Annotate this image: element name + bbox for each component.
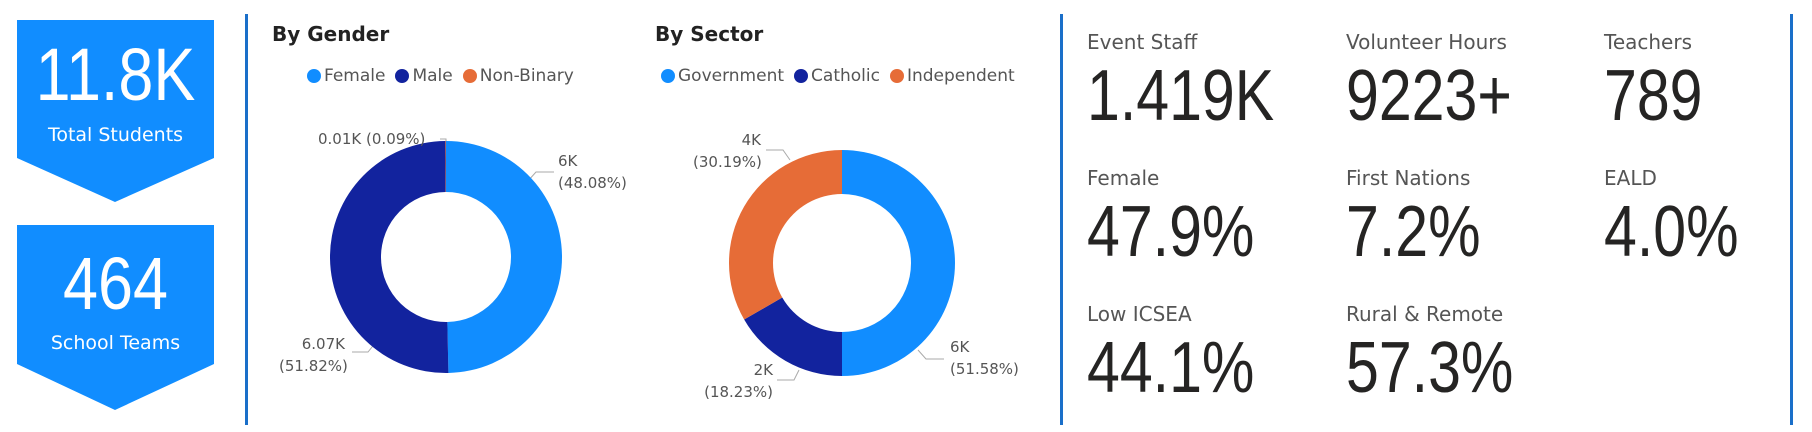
data-label-male: 6.07K (51.82%) [279,335,348,375]
kpi-value: 7.2% [1346,192,1481,272]
kpi-value: 47.9% [1087,192,1255,272]
sector-chart-title: By Sector [655,22,764,46]
leader-line [917,349,944,360]
legend-label: Government [678,66,785,86]
kpi-label: Low ICSEA [1087,302,1192,326]
legend-item-male[interactable]: Male [395,66,453,86]
donut-slice-catholic[interactable] [744,297,842,377]
kpi-low-icsea: Low ICSEA 44.1% [1087,302,1291,404]
legend-label: Catholic [811,66,880,86]
divider [1060,14,1063,425]
legend-item-government[interactable]: Government [661,66,784,86]
legend-label: Male [412,66,453,86]
kpi-label: EALD [1604,166,1657,190]
school-teams-label: School Teams [50,332,181,354]
legend-label: Non-Binary [479,66,574,86]
kpi-rural-remote: Rural & Remote 57.3% [1346,302,1550,404]
total-students-label: Total Students [47,124,184,146]
sector-legend: Government Catholic Independent [661,66,1015,86]
legend-item-non-binary[interactable]: Non-Binary [462,66,574,86]
kpi-label: Event Staff [1087,30,1198,54]
legend-item-catholic[interactable]: Catholic [794,66,880,86]
kpi-value: 57.3% [1346,328,1514,408]
legend-item-independent[interactable]: Independent [889,66,1015,86]
legend-label: Female [324,66,386,86]
donut-slice-male[interactable] [329,141,449,373]
school-teams-value: 464 [63,242,168,325]
legend-item-female[interactable]: Female [307,66,385,86]
kpi-label: Volunteer Hours [1346,30,1507,54]
kpi-label: First Nations [1346,166,1471,190]
kpi-label: Rural & Remote [1346,302,1504,326]
kpi-value: 789 [1604,56,1703,136]
legend-label: Independent [906,66,1015,86]
card-shape [17,225,214,410]
total-students-value: 11.8K [35,33,196,116]
leader-line [766,149,791,161]
kpi-value: 9223+ [1346,56,1512,136]
divider [1790,14,1793,425]
legend-dot-icon [307,69,321,83]
divider [245,14,248,425]
school-teams-card: 464 School Teams [17,225,214,410]
donut-slice-independent[interactable] [728,150,842,320]
data-label-government: 6K (51.58%) [950,338,1019,378]
kpi-event-staff: Event Staff 1.419K [1087,30,1315,132]
card-shape [17,20,214,202]
kpi-volunteer-hours: Volunteer Hours 9223+ [1346,30,1548,132]
kpi-female: Female 47.9% [1087,166,1291,268]
donut-slice-female[interactable] [446,141,562,373]
data-label-catholic: 2K (18.23%) [704,361,773,401]
kpi-label: Female [1087,166,1160,190]
legend-dot-icon [794,69,809,83]
legend-dot-icon [661,69,675,83]
legend-dot-icon [395,69,410,83]
kpi-value: 4.0% [1604,192,1739,272]
gender-legend: Female Male Non-Binary [307,66,574,86]
kpi-label: Teachers [1604,30,1692,54]
total-students-card: 11.8K Total Students [17,20,214,202]
kpi-eald: EALD 4.0% [1604,166,1768,268]
donut-slice-non-binary[interactable] [445,141,446,193]
data-label-non-binary: 0.01K (0.09%) [318,130,426,148]
kpi-value: 44.1% [1087,328,1255,408]
legend-dot-icon [889,69,904,83]
data-label-independent: 4K (30.19%) [693,131,762,171]
leader-line [777,369,800,381]
gender-chart-title: By Gender [272,22,390,46]
legend-dot-icon [462,69,477,83]
donut-slice-government[interactable] [842,150,955,376]
kpi-first-nations: First Nations 7.2% [1346,166,1510,268]
data-label-female: 6K (48.08%) [558,152,627,192]
kpi-teachers: Teachers 789 [1604,30,1724,132]
kpi-value: 1.419K [1087,56,1275,136]
